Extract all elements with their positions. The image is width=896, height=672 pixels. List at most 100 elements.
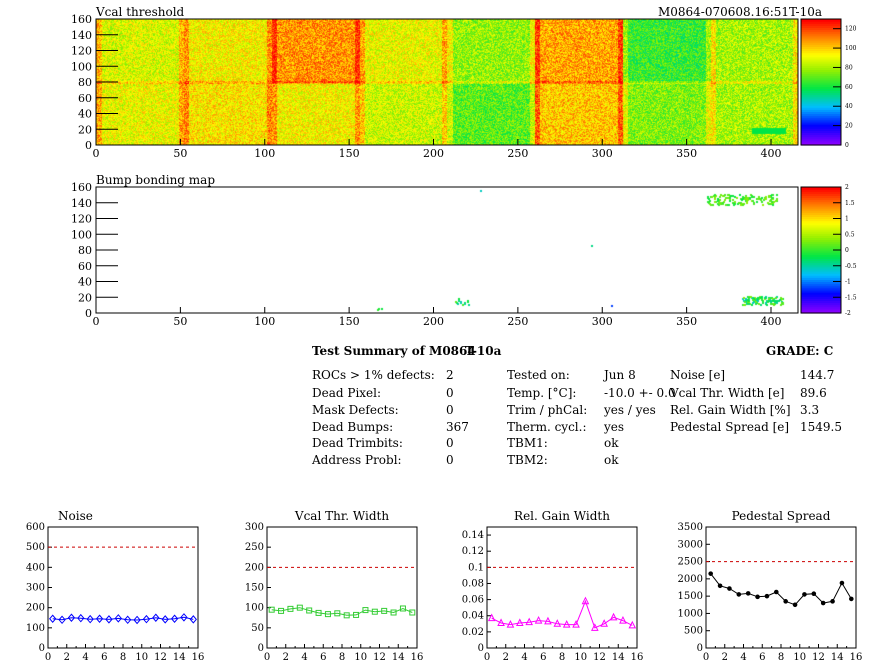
chart-4-point <box>736 592 742 597</box>
map-2-colorbar-band <box>801 216 841 220</box>
map-1-x-tick-label: 100 <box>254 147 275 160</box>
map-2-colorbar-band <box>801 224 841 228</box>
map-1-colorbar-band <box>801 19 841 22</box>
chart-2-y-tick-label: 0 <box>258 643 264 654</box>
map-1-y-tick-label: 100 <box>71 60 92 73</box>
chart-1-point <box>152 613 160 623</box>
chart-4-y-tick-label: 3000 <box>678 539 703 550</box>
summary-col2-label: Trim / phCal: <box>507 403 588 417</box>
map-2-colorbar-label: -2 <box>845 310 851 317</box>
map-2-colorbar-band <box>801 235 841 238</box>
chart-1-x-tick-label: 14 <box>173 652 186 663</box>
map-1-x-tick-label: 350 <box>676 147 697 160</box>
map-1-colorbar-band <box>801 75 841 79</box>
chart-4-y-tick-label: 0 <box>697 643 703 654</box>
chart-1-point <box>161 615 169 624</box>
chart-2-y-tick-label: 100 <box>245 603 264 614</box>
summary-col2-value: ok <box>604 436 619 450</box>
chart-2-point <box>287 605 294 612</box>
map-1-colorbar-band <box>801 142 841 146</box>
chart-3-point <box>600 619 608 627</box>
chart-2-y-tick-label: 200 <box>245 562 264 573</box>
map-1-frame <box>95 18 799 146</box>
map-1-y-tick-label: 40 <box>78 108 92 121</box>
map-1-colorbar-band <box>801 21 841 24</box>
chart-3-point <box>544 616 552 625</box>
map-1-colorbar-label: 0 <box>845 142 849 149</box>
chart-1-y-tick-label: 400 <box>26 562 45 573</box>
map-1-colorbar-band <box>801 103 841 106</box>
map-1-colorbar-band <box>801 69 841 73</box>
map-1-colorbar-band <box>801 136 841 140</box>
chart-2-point <box>390 609 397 616</box>
chart-3-point <box>572 619 580 628</box>
map-1-colorbar-label: 20 <box>845 123 853 130</box>
map-2-colorbar-band <box>801 283 841 287</box>
map-2-colorbar-band <box>801 266 841 270</box>
map-2-colorbar-label: 2 <box>845 184 849 191</box>
map-2-x-tick-label: 100 <box>254 315 275 328</box>
chart-2-title: Vcal Thr. Width <box>294 509 389 523</box>
chart-3-point <box>525 617 533 626</box>
map-2-x-tick-label: 250 <box>507 315 528 328</box>
summary-col3-value: 144.7 <box>800 368 835 382</box>
chart-1-x-tick-label: 2 <box>64 652 70 663</box>
map-1-y-tick-label: 20 <box>78 123 92 136</box>
chart-3-x-tick-label: 0 <box>484 652 490 663</box>
chart-1-y-tick-label: 100 <box>26 623 45 634</box>
chart-4-point <box>839 580 845 586</box>
map-1-colorbar-band <box>801 109 841 112</box>
chart-2-x-tick-label: 6 <box>320 652 326 663</box>
chart-2-x-tick-label: 0 <box>264 652 270 663</box>
map-2-colorbar-band <box>801 304 841 308</box>
chart-2-point <box>399 605 406 612</box>
chart-2-frame <box>266 526 418 649</box>
chart-2-point <box>278 607 285 614</box>
chart-1-title: Noise <box>58 509 93 523</box>
map-1-colorbar-label: 40 <box>845 103 853 110</box>
map-2-colorbar-band <box>801 302 841 306</box>
map-1-colorbar-band <box>801 84 841 87</box>
map-1-y-tick-label: 120 <box>71 45 92 58</box>
map-2-colorbar-band <box>801 229 841 232</box>
map-2-colorbar-band <box>801 189 841 192</box>
map-2-colorbar-band <box>801 199 841 203</box>
map-1-colorbar-band <box>801 33 841 37</box>
map-1-colorbar-band <box>801 124 841 127</box>
map-2-colorbar-band <box>801 247 841 251</box>
map-2-colorbar-band <box>801 273 841 276</box>
map-2-colorbar-band <box>801 275 841 278</box>
chart-4-x-tick-label: 16 <box>850 652 863 663</box>
chart-1-x-tick-label: 10 <box>135 652 148 663</box>
map-1-colorbar-label: 100 <box>845 45 857 52</box>
chart-1-point <box>77 613 85 623</box>
map-2-y-tick-label: 140 <box>71 197 92 210</box>
chart-4-y-tick-label: 2500 <box>678 557 703 568</box>
map-2-colorbar-band <box>801 231 841 234</box>
map-2-y-tick-label: 160 <box>71 181 92 194</box>
chart-4-x-tick-label: 2 <box>722 652 728 663</box>
map-2-colorbar-band <box>801 218 841 222</box>
chart-2-point <box>371 608 378 615</box>
chart-2-x-tick-label: 2 <box>283 652 289 663</box>
map-2-colorbar-band <box>801 298 841 301</box>
map-2-y-tick-label: 120 <box>71 213 92 226</box>
map-1-colorbar-band <box>801 94 841 98</box>
summary-col3-value: 1549.5 <box>800 420 842 434</box>
chart-3-point <box>628 620 637 629</box>
chart-3-title: Rel. Gain Width <box>514 509 610 523</box>
map-2-colorbar-band <box>801 201 841 205</box>
map-2-colorbar-band <box>801 289 841 293</box>
map-2-colorbar-band <box>801 212 841 215</box>
map-2-colorbar-band <box>801 187 841 190</box>
map-1-x-tick-label: 50 <box>173 147 187 160</box>
chart-1-y-tick-label: 500 <box>26 542 45 553</box>
map-2-y-tick-label: 80 <box>78 244 92 257</box>
chart-1-y-tick-label: 600 <box>26 522 45 533</box>
map-1-colorbar-band <box>801 37 841 41</box>
map-1-colorbar-band <box>801 63 841 66</box>
map-1-y-tick-label: 60 <box>78 92 92 105</box>
map-2-colorbar-band <box>801 205 841 209</box>
map-2-colorbar-band <box>801 226 841 230</box>
